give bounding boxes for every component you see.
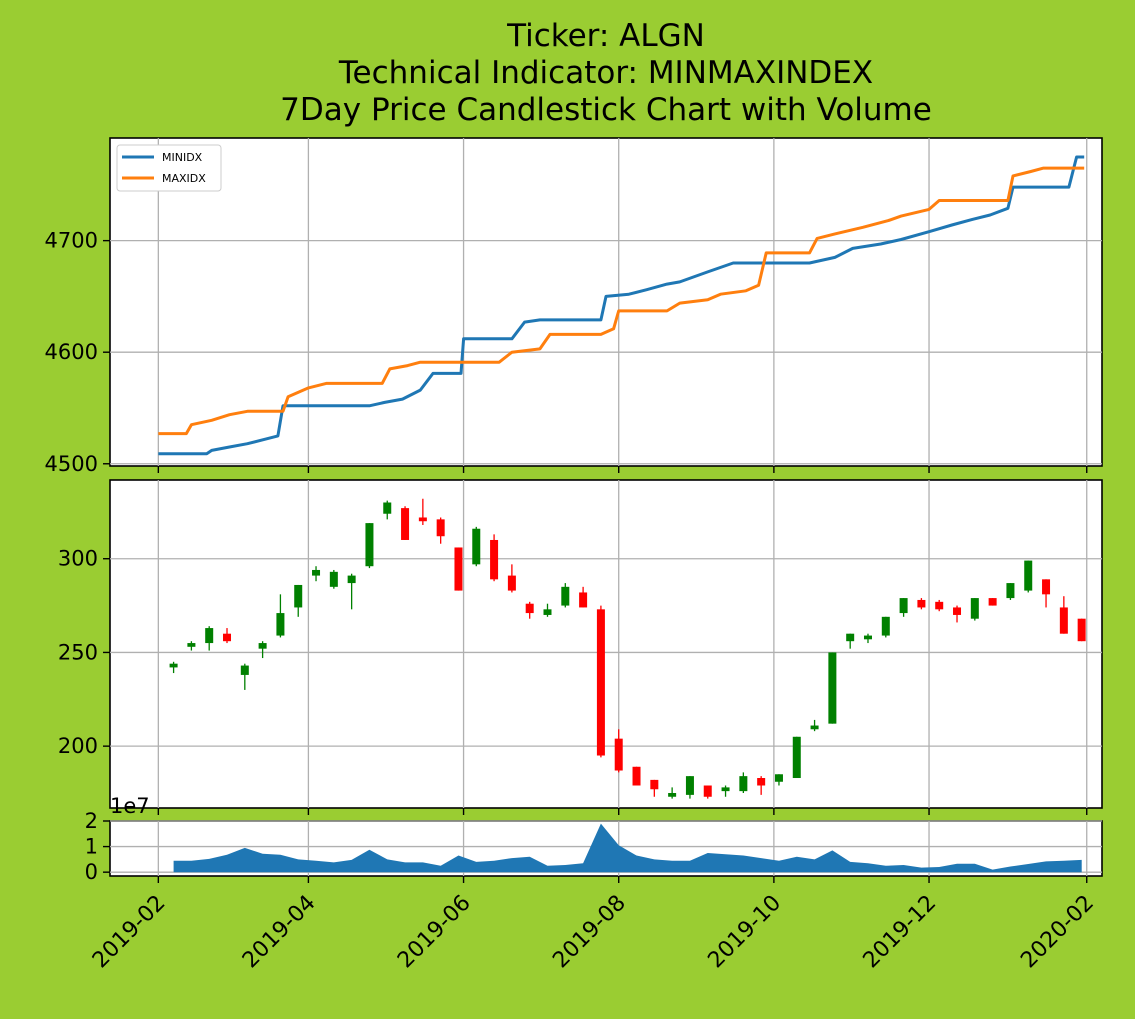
volume-offset-label: 1e7 (110, 794, 150, 818)
candle-body (917, 599, 926, 608)
y-tick-label: 300 (58, 547, 98, 571)
y-tick-label: 0 (85, 860, 98, 884)
candle-body (935, 601, 944, 610)
series-line-maxidx (158, 166, 1085, 436)
candle-body (383, 502, 392, 514)
candle-body (240, 665, 249, 675)
chart-title-line-2: Technical Indicator: MINMAXINDEX (338, 55, 873, 91)
candle-body (685, 776, 694, 795)
candle-body (223, 633, 232, 642)
legend: MINIDX MAXIDX (116, 144, 222, 192)
candle-body (276, 613, 285, 636)
volume-area-fill (173, 823, 1082, 873)
series-line-minidx (158, 155, 1085, 456)
candle-body (329, 571, 338, 587)
indicator-y-axis: 4500 4600 4700 (45, 229, 110, 476)
candle-body (347, 575, 356, 584)
chart-title-line-3: 7Day Price Candlestick Chart with Volume (280, 92, 932, 128)
candle-body (1024, 560, 1033, 591)
volume-area (173, 823, 1082, 873)
indicator-lines (158, 155, 1085, 456)
candle-body (543, 609, 552, 615)
candle-body (632, 766, 641, 786)
indicator-grid (110, 138, 1102, 466)
price-x-ticks (157, 808, 1088, 815)
price-grid (110, 480, 1102, 808)
candle-body (294, 584, 303, 608)
candle-body (312, 569, 321, 576)
candle-body (258, 643, 267, 649)
candle-body (561, 586, 570, 606)
candle-body (579, 592, 588, 608)
candle-body (899, 598, 908, 614)
candle-body (953, 607, 962, 615)
candle-body (614, 738, 623, 771)
y-tick-label: 1 (85, 835, 98, 859)
y-tick-label: 4500 (45, 452, 98, 476)
price-candles (169, 498, 1086, 799)
chart-title-line-1: Ticker: ALGN (506, 18, 705, 54)
candle-body (970, 598, 979, 619)
candle-body (187, 643, 196, 647)
candle-body (881, 616, 890, 636)
candle-body (863, 635, 872, 640)
candle-body (846, 633, 855, 642)
candle-body (1077, 618, 1086, 642)
candle-body (169, 663, 178, 668)
candle-body (739, 776, 748, 792)
candle-body (650, 779, 659, 790)
candle-body (418, 517, 427, 522)
candle-body (490, 539, 499, 580)
candle-body (525, 603, 534, 614)
candle-body (792, 736, 801, 779)
y-tick-label: 4600 (45, 340, 98, 364)
candle-body (205, 628, 214, 644)
candle-body (436, 519, 445, 537)
candle-body (828, 652, 837, 724)
candle-body (1042, 579, 1051, 595)
candle-body (596, 609, 605, 756)
candle-body (757, 778, 766, 786)
volume-y-axis: 012 (85, 809, 110, 884)
candle-body (721, 787, 730, 792)
price-plot-area (109, 479, 1103, 809)
price-panel: 200 250 300 (58, 479, 1103, 815)
price-y-axis: 200 250 300 (58, 547, 110, 758)
candle-body (1006, 583, 1015, 599)
candle-body (668, 793, 677, 797)
indicator-panel: 4500 4600 4700 MINIDX MAXIDX (45, 137, 1103, 476)
candle-body (507, 575, 516, 591)
candle-body (774, 774, 783, 782)
candle-body (401, 508, 410, 540)
candle-body (454, 547, 463, 591)
y-tick-label: 200 (58, 734, 98, 758)
legend-label-minidx: MINIDX (162, 151, 203, 164)
y-tick-label: 2 (85, 809, 98, 833)
candle-body (810, 725, 819, 730)
legend-label-maxidx: MAXIDX (162, 172, 206, 185)
candle-body (365, 523, 374, 567)
indicator-x-ticks (157, 466, 1088, 473)
candle-body (703, 785, 712, 797)
candle-body (1059, 607, 1068, 634)
candle-body (988, 598, 997, 606)
y-tick-label: 4700 (45, 229, 98, 253)
candle-body (472, 528, 481, 565)
y-tick-label: 250 (58, 640, 98, 664)
